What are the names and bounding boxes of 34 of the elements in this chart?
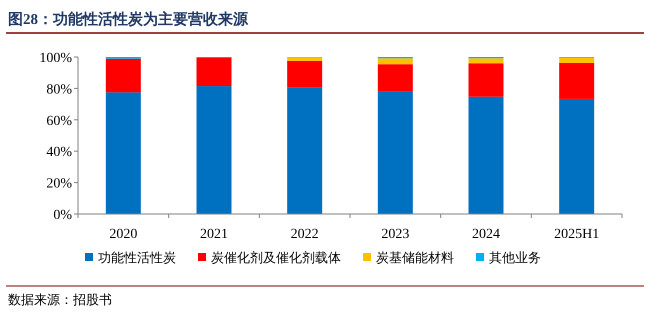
bar [468,96,504,214]
bar [559,62,594,99]
bar [378,64,413,92]
source-note: 数据来源：招股书 [8,292,112,307]
y-tick-label: 100% [39,51,72,66]
bar [378,58,413,64]
y-tick-label: 60% [46,114,72,129]
bar [468,63,504,97]
bar [106,58,141,92]
bar [559,58,594,63]
legend-label: 炭催化剂及催化剂载体 [211,250,341,265]
legend-label: 其他业务 [489,250,541,265]
bar [378,91,413,214]
bar [559,98,594,214]
bar [196,58,232,86]
bar [106,92,141,214]
x-tick-label: 2021 [200,227,228,242]
legend-label: 炭基储能材料 [376,250,454,265]
y-tick-label: 0% [53,208,72,223]
x-tick-label: 2025H1 [554,227,600,242]
x-tick-label: 2022 [290,227,319,242]
bar [196,86,232,214]
legend-label: 功能性活性炭 [98,250,176,265]
y-tick-label: 40% [46,145,72,160]
bar [287,60,322,88]
y-tick-label: 80% [46,82,72,98]
x-tick-label: 2020 [109,227,138,242]
bar [468,58,504,64]
chart-title: 图28：功能性活性炭为主要营收来源 [8,10,249,28]
x-tick-label: 2024 [472,227,500,242]
bar [287,87,322,214]
x-tick-label: 2023 [381,227,410,242]
y-tick-label: 20% [46,176,72,192]
bar [287,57,322,61]
